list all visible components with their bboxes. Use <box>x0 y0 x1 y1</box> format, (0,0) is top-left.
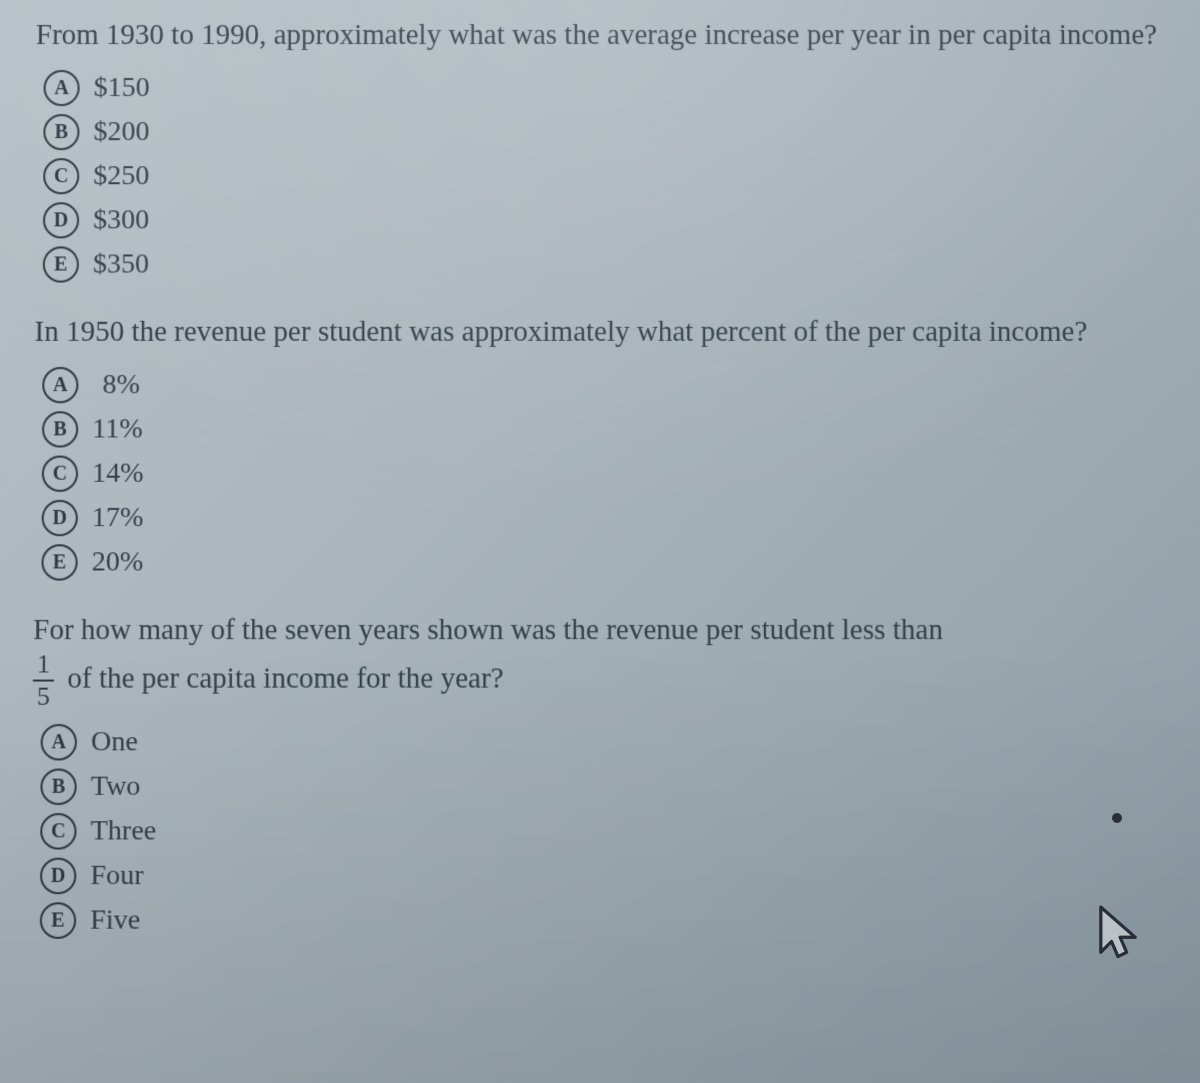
option-bubble: A <box>41 724 77 760</box>
question-3: For how many of the seven years shown wa… <box>32 609 1169 939</box>
option-label: Five <box>90 904 140 936</box>
fraction-denominator: 5 <box>33 682 54 710</box>
option-1d[interactable]: D $300 <box>43 202 1165 238</box>
option-1b[interactable]: B $200 <box>43 114 1164 150</box>
mouse-cursor-icon <box>1096 905 1140 963</box>
option-2d[interactable]: D 17% <box>42 500 1167 536</box>
fraction-one-fifth: 1 5 <box>33 651 54 710</box>
option-label: 8% <box>92 369 140 401</box>
option-label: Four <box>90 860 143 892</box>
question-2-options: A 8% B 11% C 14% D 17% E 20% <box>33 367 1166 581</box>
question-3-text-before: For how many of the seven years shown wa… <box>33 614 943 646</box>
option-1c[interactable]: C $250 <box>43 158 1165 194</box>
option-label: 20% <box>92 546 144 578</box>
option-label: $250 <box>93 160 149 192</box>
option-label: 14% <box>92 458 144 490</box>
option-3d[interactable]: D Four <box>40 858 1168 895</box>
option-3a[interactable]: A One <box>41 724 1168 760</box>
option-bubble: D <box>40 858 76 895</box>
question-3-text: For how many of the seven years shown wa… <box>33 609 1167 710</box>
option-label: 11% <box>92 413 143 445</box>
question-1-text: From 1930 to 1990, approximately what wa… <box>36 14 1165 56</box>
option-label: $200 <box>93 116 149 148</box>
question-1: From 1930 to 1990, approximately what wa… <box>35 14 1166 283</box>
option-1e[interactable]: E $350 <box>43 246 1166 282</box>
option-bubble: C <box>43 158 79 194</box>
option-bubble: E <box>40 902 76 939</box>
option-3c[interactable]: C Three <box>40 813 1168 849</box>
option-label: Three <box>91 815 157 847</box>
option-bubble: C <box>42 456 78 492</box>
option-bubble: A <box>44 70 80 106</box>
option-bubble: A <box>42 367 78 403</box>
option-2b[interactable]: B 11% <box>42 411 1166 447</box>
option-bubble: D <box>43 202 79 238</box>
option-2c[interactable]: C 14% <box>42 456 1166 492</box>
option-bubble: B <box>42 411 78 447</box>
option-bubble: C <box>40 813 76 849</box>
question-2-text: In 1950 the revenue per student was appr… <box>34 311 1165 353</box>
option-label: $150 <box>94 72 150 104</box>
fraction-numerator: 1 <box>33 651 54 681</box>
option-bubble: E <box>43 246 79 282</box>
option-label: Two <box>91 771 141 803</box>
stray-dot <box>1112 813 1122 823</box>
option-2e[interactable]: E 20% <box>41 544 1166 580</box>
option-label: $350 <box>93 248 149 280</box>
option-bubble: D <box>42 500 78 536</box>
option-3e[interactable]: E Five <box>40 902 1168 939</box>
option-label: 17% <box>92 502 144 534</box>
question-1-options: A $150 B $200 C $250 D $300 E $350 <box>35 70 1166 283</box>
option-1a[interactable]: A $150 <box>44 70 1165 106</box>
worksheet-page: From 1930 to 1990, approximately what wa… <box>0 0 1200 1004</box>
question-2: In 1950 the revenue per student was appr… <box>33 311 1166 581</box>
option-bubble: B <box>43 114 79 150</box>
option-bubble: B <box>40 769 76 805</box>
option-label: $300 <box>93 204 149 236</box>
option-2a[interactable]: A 8% <box>42 367 1166 403</box>
option-label: One <box>91 726 138 758</box>
question-3-options: A One B Two C Three D Four E Five <box>32 724 1169 939</box>
option-bubble: E <box>41 544 77 580</box>
option-3b[interactable]: B Two <box>40 769 1167 805</box>
question-3-text-after: of the per capita income for the year? <box>67 662 503 694</box>
